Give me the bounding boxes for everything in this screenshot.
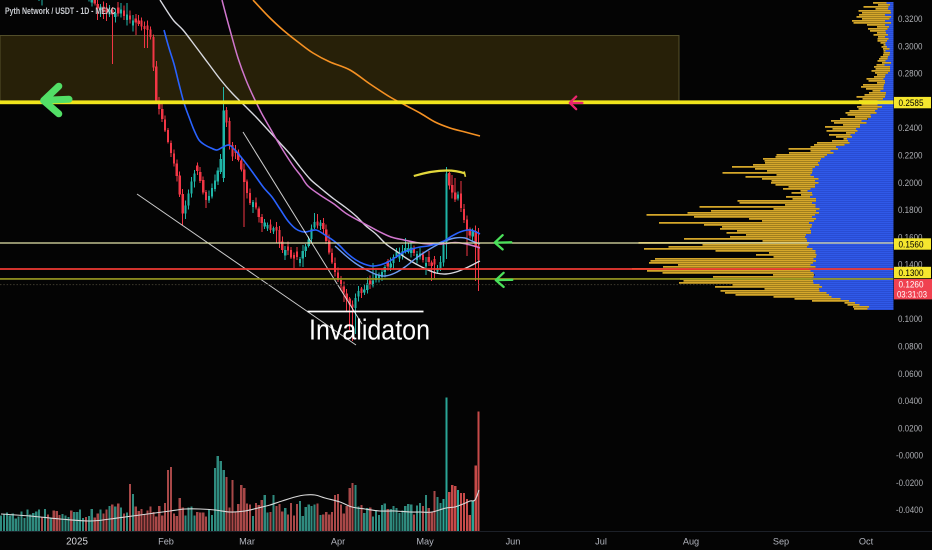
svg-text:0.0600: 0.0600: [898, 369, 923, 379]
svg-text:Sep: Sep: [773, 537, 789, 547]
svg-text:0.1560: 0.1560: [899, 239, 924, 249]
svg-text:May: May: [416, 537, 434, 547]
svg-text:Invalidaton: Invalidaton: [309, 315, 430, 347]
svg-text:0.1800: 0.1800: [898, 205, 923, 215]
svg-text:03:31:03: 03:31:03: [897, 289, 927, 299]
svg-text:0.1260: 0.1260: [899, 280, 924, 290]
svg-text:0.2585: 0.2585: [899, 98, 924, 108]
svg-text:Oct: Oct: [859, 537, 874, 547]
svg-text:-0.0400: -0.0400: [896, 505, 923, 515]
svg-text:0.2200: 0.2200: [898, 151, 923, 161]
svg-text:Apr: Apr: [331, 537, 345, 547]
svg-text:0.3000: 0.3000: [898, 41, 923, 51]
svg-text:Feb: Feb: [158, 537, 174, 547]
svg-text:0.1400: 0.1400: [898, 260, 923, 270]
svg-text:Aug: Aug: [683, 537, 699, 547]
svg-text:0.0400: 0.0400: [898, 396, 923, 406]
svg-text:0.0800: 0.0800: [898, 342, 923, 352]
svg-text:-0.0200: -0.0200: [896, 478, 923, 488]
svg-text:0.2800: 0.2800: [898, 69, 923, 79]
svg-text:0.2400: 0.2400: [898, 123, 923, 133]
svg-text:0.1000: 0.1000: [898, 314, 923, 324]
svg-text:2025: 2025: [66, 537, 88, 548]
svg-text:-0.0000: -0.0000: [896, 451, 923, 461]
svg-text:Mar: Mar: [239, 537, 255, 547]
svg-text:Pyth Network / USDT - 1D - MEX: Pyth Network / USDT - 1D - MEXC: [5, 6, 116, 16]
svg-text:0.0200: 0.0200: [898, 423, 923, 433]
svg-text:0.2000: 0.2000: [898, 178, 923, 188]
svg-text:0.1600: 0.1600: [898, 232, 923, 242]
svg-text:Jun: Jun: [506, 537, 521, 547]
svg-text:Jul: Jul: [595, 537, 607, 547]
svg-text:0.1300: 0.1300: [899, 268, 924, 278]
svg-text:0.3200: 0.3200: [898, 14, 923, 24]
